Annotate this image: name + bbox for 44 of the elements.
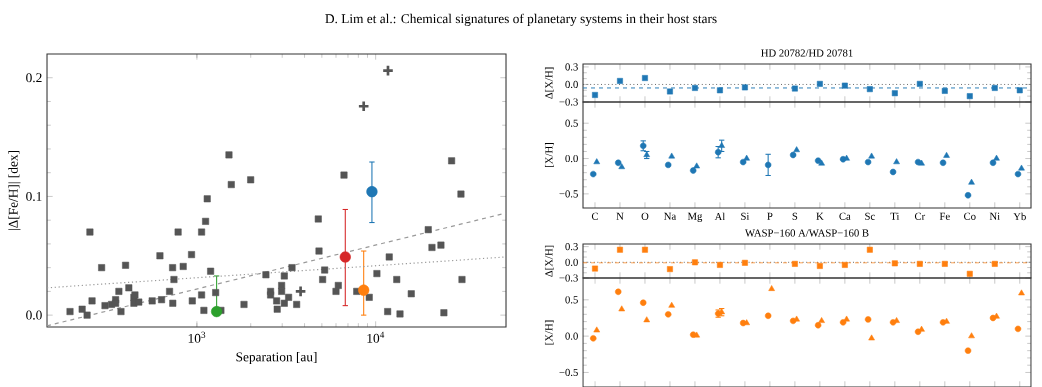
chart-title: WASP−160 A/WASP−160 B (744, 229, 869, 237)
x-tick-label: Ca (839, 212, 851, 220)
x-tick-label: 10$^{3}$ (188, 331, 206, 343)
x-tick-label: Fe (939, 212, 950, 220)
x-tick-label: S (792, 212, 798, 220)
y-tick-label: 0.0 (26, 310, 42, 320)
x-tick-label: Yb (1013, 212, 1026, 221)
x-tick-label: Al (714, 212, 726, 221)
y-tick-label: 0.0 (565, 332, 578, 340)
y-tick-label: 0.3 (565, 243, 578, 251)
y-axis-title: [X/H] (544, 320, 554, 345)
y-axis-title: Δ[X/H] (544, 245, 554, 277)
y-axis-title: |Δ[Fe/H]| [dex] (8, 151, 21, 230)
x-tick-label: Ti (890, 212, 900, 220)
y-tick-label: −0.5 (559, 190, 578, 198)
y-tick-label: 0.2 (26, 73, 42, 83)
y-tick-label: −0.3 (559, 274, 578, 282)
x-tick-label: Ni (989, 212, 1000, 220)
x-tick-label: 10$^{4}$ (367, 331, 385, 343)
x-tick-label: C (591, 212, 598, 220)
x-tick-label: N (616, 212, 624, 220)
x-tick-label: Sc (865, 212, 875, 220)
x-tick-label: Na (664, 212, 677, 220)
x-tick-label: Si (741, 212, 750, 220)
x-tick-label: Co (964, 212, 976, 220)
y-tick-label: −0.5 (559, 368, 578, 377)
text: D. Lim et al.: Chemical signatures of planetary systems in their host stars (325, 13, 717, 26)
y-tick-label: −0.3 (559, 98, 578, 106)
x-tick-label: P (767, 212, 773, 220)
y-tick-label: 0.5 (565, 119, 578, 127)
y-tick-label: 0.0 (565, 154, 578, 163)
y-axis-title: Δ[X/H] (544, 67, 554, 99)
y-tick-label: 0.0 (565, 258, 578, 266)
y-tick-label: 0.0 (565, 80, 578, 89)
x-axis-title: Separation [au] (236, 352, 317, 365)
chart-title: HD 20782/HD 20781 (761, 49, 853, 57)
y-tick-label: 0.5 (565, 296, 578, 304)
x-tick-label: Cr (914, 212, 926, 220)
y-tick-label: 0.1 (26, 191, 42, 201)
x-tick-label: O (641, 212, 649, 220)
x-tick-label: K (816, 212, 824, 220)
y-axis-title: [X/H] (544, 143, 554, 167)
x-tick-label: Mg (687, 212, 703, 222)
y-tick-label: 0.3 (565, 63, 578, 71)
